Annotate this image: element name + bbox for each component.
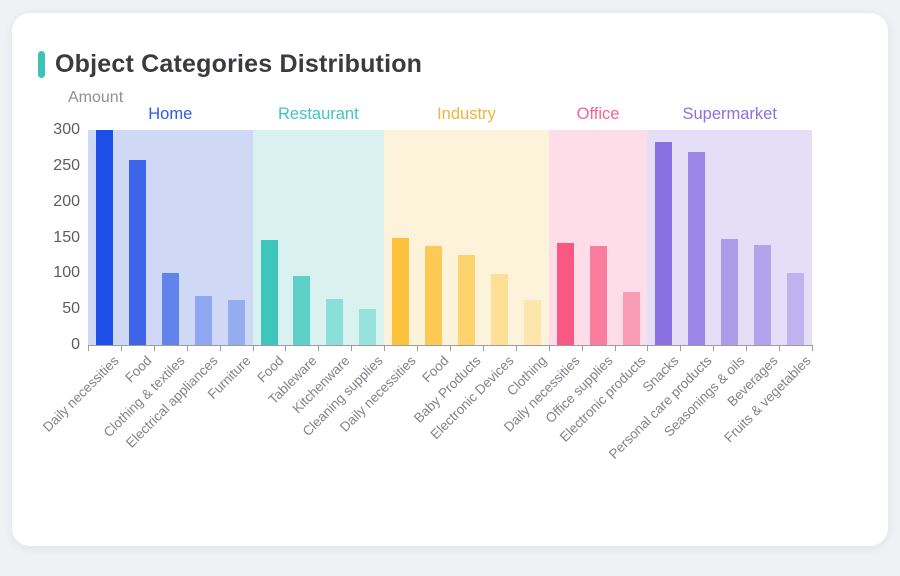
bar-supermarket-personal-care-products[interactable] — [688, 151, 706, 345]
y-tick-label-200: 200 — [53, 192, 80, 210]
x-axis-tick — [713, 346, 715, 351]
group-label-office: Office — [576, 105, 620, 123]
title-accent-bar — [38, 51, 45, 78]
bar-restaurant-tableware[interactable] — [293, 276, 311, 345]
bar-home-clothing-textiles[interactable] — [161, 272, 179, 345]
group-label-industry: Industry — [437, 105, 496, 123]
x-axis-tick — [252, 346, 254, 351]
y-tick-label-250: 250 — [53, 156, 80, 174]
bar-office-office-supplies[interactable] — [589, 246, 607, 345]
x-axis-tick — [88, 346, 89, 351]
bar-home-food[interactable] — [128, 160, 146, 345]
page-title: Object Categories Distribution — [55, 50, 423, 78]
x-axis-tick — [482, 346, 484, 351]
x-axis-tick — [581, 346, 583, 351]
bar-chart-plot-area: Amount 0 50 100 150 200 250 300 Home Daily neces… — [40, 89, 813, 462]
bar-supermarket-beverages[interactable] — [754, 244, 772, 345]
x-axis-tick — [614, 346, 616, 351]
x-axis-tick — [647, 346, 649, 351]
chart-header: Object Categories Distribution — [38, 50, 422, 79]
x-axis-tick — [186, 346, 188, 351]
bar-home-furniture[interactable] — [227, 299, 245, 345]
y-tick-label-300: 300 — [53, 121, 80, 138]
bar-home-daily-necessities[interactable] — [95, 130, 113, 345]
x-axis-tick — [746, 346, 748, 351]
bar-industry-clothing[interactable] — [523, 299, 541, 345]
bar-industry-food[interactable] — [425, 246, 443, 345]
y-tick-label-50: 50 — [62, 300, 80, 318]
bar-restaurant-food[interactable] — [260, 239, 278, 345]
chart-card: Object Categories Distribution Amount 0 5… — [12, 13, 888, 546]
y-tick-label-100: 100 — [53, 264, 80, 282]
bar-supermarket-seasonings-oils[interactable] — [721, 238, 739, 345]
x-axis-tick — [680, 346, 682, 351]
x-axis-tick — [351, 346, 353, 351]
x-axis-tick — [318, 346, 320, 351]
y-tick-label-0: 0 — [71, 336, 80, 353]
y-axis-title: Amount — [68, 89, 124, 106]
bar-restaurant-cleaning-supplies[interactable] — [359, 309, 377, 345]
bar-supermarket-fruits-vegetables[interactable] — [787, 273, 805, 345]
bar-office-daily-necessities[interactable] — [556, 243, 574, 345]
x-axis-tick — [120, 346, 122, 351]
bar-industry-daily-necessities[interactable] — [392, 237, 410, 345]
x-axis-tick — [285, 346, 287, 351]
x-axis-line — [88, 345, 813, 346]
x-axis-tick — [384, 346, 386, 351]
x-axis-tick — [548, 346, 550, 351]
bar-supermarket-snacks[interactable] — [655, 142, 673, 345]
x-axis-tick — [779, 346, 781, 351]
group-label-restaurant: Restaurant — [277, 105, 359, 123]
x-axis-tick — [515, 346, 517, 351]
y-tick-label-150: 150 — [53, 228, 80, 246]
bar-industry-electronic-devices[interactable] — [490, 274, 508, 345]
x-axis-tick — [219, 346, 221, 351]
x-axis-tick — [450, 346, 451, 351]
x-axis-tick — [417, 346, 419, 351]
bar-home-electrical-appliances[interactable] — [194, 296, 212, 345]
group-label-supermarket: Supermarket — [682, 105, 777, 123]
group-label-home: Home — [148, 105, 193, 123]
bar-office-electronic-products[interactable] — [622, 291, 640, 345]
bar-restaurant-kitchenware[interactable] — [326, 299, 344, 345]
bar-industry-baby-products[interactable] — [457, 254, 475, 345]
x-axis-tick — [812, 346, 813, 351]
x-axis-tick — [153, 346, 155, 351]
